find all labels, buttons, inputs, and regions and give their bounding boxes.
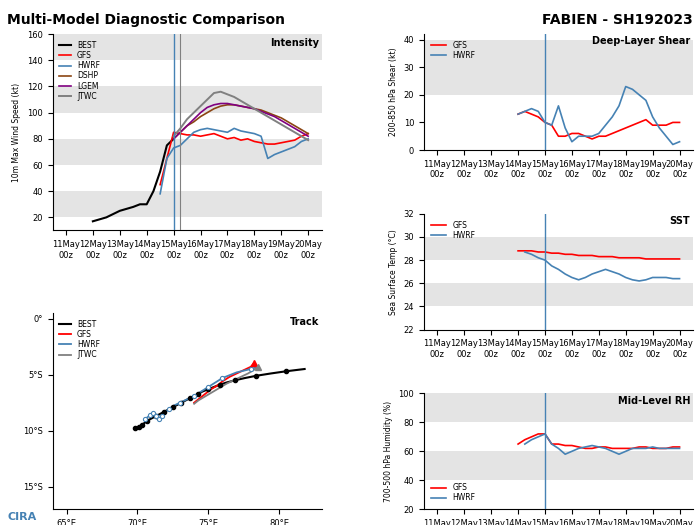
Legend: GFS, HWRF: GFS, HWRF	[428, 480, 478, 506]
Bar	[424, 237, 693, 260]
Y-axis label: 200-850 hPa Shear (kt): 200-850 hPa Shear (kt)	[389, 48, 398, 136]
Text: SST: SST	[670, 216, 690, 226]
Bar	[424, 284, 693, 307]
Y-axis label: 10m Max Wind Speed (kt): 10m Max Wind Speed (kt)	[13, 83, 21, 182]
Bar	[424, 452, 693, 480]
Bar	[52, 139, 321, 165]
Text: Intensity: Intensity	[270, 38, 319, 48]
Legend: BEST, GFS, HWRF, JTWC: BEST, GFS, HWRF, JTWC	[56, 317, 103, 362]
Text: Deep-Layer Shear: Deep-Layer Shear	[592, 36, 690, 46]
Y-axis label: 700-500 hPa Humidity (%): 700-500 hPa Humidity (%)	[384, 401, 393, 502]
Text: Multi-Model Diagnostic Comparison: Multi-Model Diagnostic Comparison	[7, 13, 285, 27]
Bar	[52, 87, 321, 113]
Legend: BEST, GFS, HWRF, DSHP, LGEM, JTWC: BEST, GFS, HWRF, DSHP, LGEM, JTWC	[56, 38, 103, 104]
Y-axis label: Sea Surface Temp (°C): Sea Surface Temp (°C)	[389, 229, 398, 314]
Text: FABIEN - SH192023: FABIEN - SH192023	[542, 13, 693, 27]
Text: Track: Track	[290, 317, 319, 327]
Text: CIRA: CIRA	[7, 512, 36, 522]
Bar	[52, 34, 321, 60]
Bar	[52, 191, 321, 217]
Bar	[424, 40, 693, 95]
Bar	[424, 393, 693, 422]
Legend: GFS, HWRF: GFS, HWRF	[428, 38, 478, 63]
Text: Mid-Level RH: Mid-Level RH	[618, 396, 690, 406]
Legend: GFS, HWRF: GFS, HWRF	[428, 217, 478, 243]
